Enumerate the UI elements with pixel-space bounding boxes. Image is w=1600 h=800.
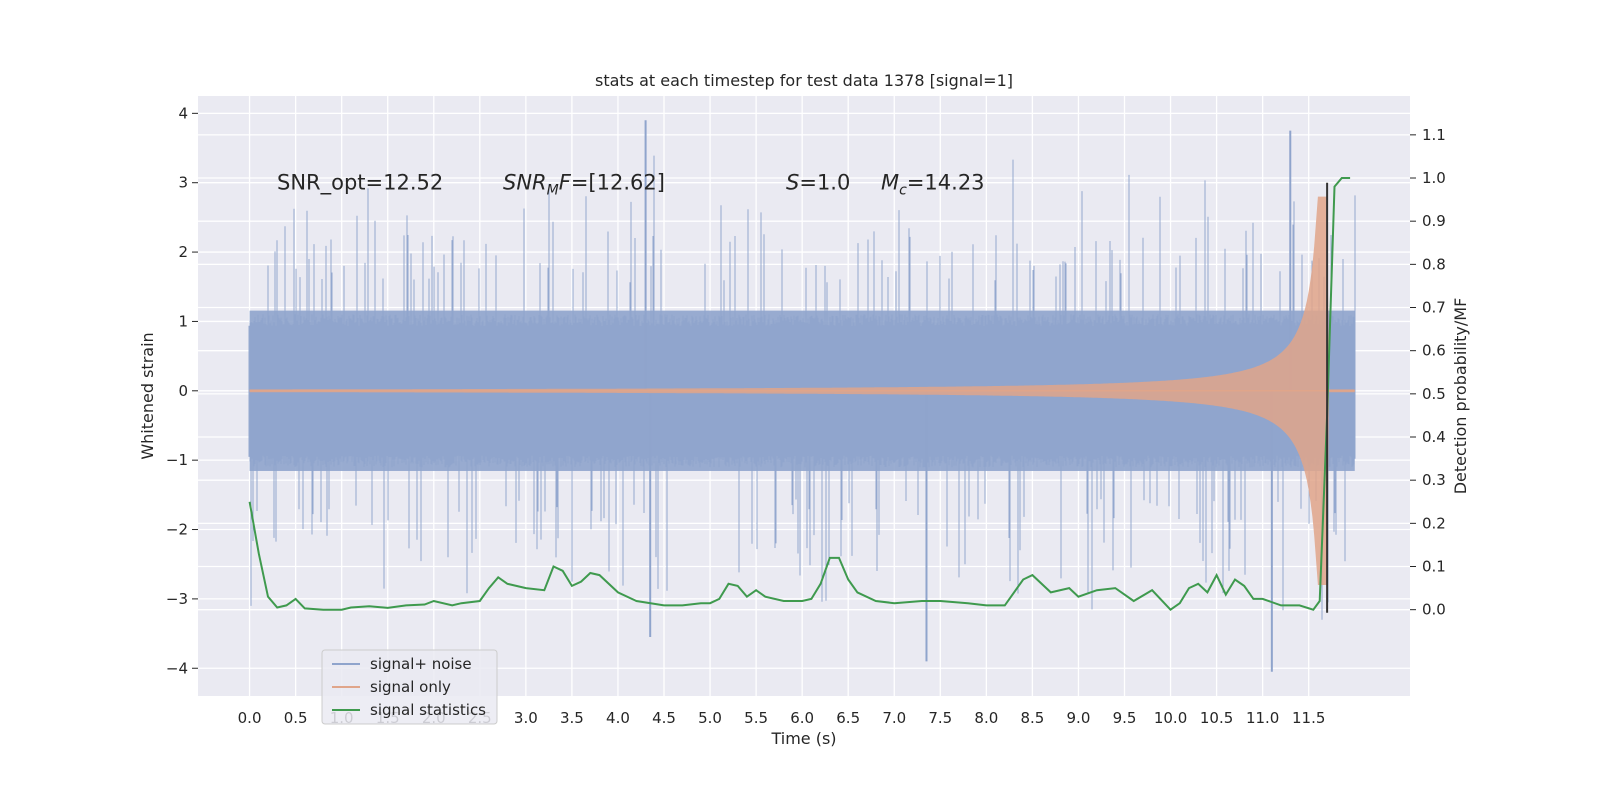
y2-tick-label: 1.1 <box>1422 126 1446 144</box>
x-tick-label: 7.0 <box>882 709 906 727</box>
y-tick-label: 2 <box>178 243 188 261</box>
y2-tick-label: 0.7 <box>1422 299 1446 317</box>
x-tick-label: 3.5 <box>560 709 584 727</box>
legend-label-signal-only: signal only <box>370 678 451 696</box>
x-tick-label: 9.0 <box>1067 709 1091 727</box>
y-tick-label: −3 <box>166 590 188 608</box>
y2-tick-label: 0.2 <box>1422 514 1446 532</box>
snr-mf-symbol-tail: F <box>559 171 572 195</box>
annotation-snr-opt: SNR_opt=12.52 <box>277 171 443 196</box>
legend-box <box>321 649 498 725</box>
y-tick-label: −4 <box>166 659 188 677</box>
legend-label-signal-plus-noise: signal+ noise <box>370 655 472 673</box>
y2-tick-label: 0.8 <box>1422 255 1446 273</box>
y-tick-label: −2 <box>166 521 188 539</box>
x-tick-label: 5.5 <box>744 709 768 727</box>
snr-mf-subscript: M <box>547 183 559 199</box>
x-tick-label: 6.0 <box>790 709 814 727</box>
x-tick-label: 9.5 <box>1113 709 1137 727</box>
y-tick-label: 1 <box>178 312 188 330</box>
snr-mf-value: =[12.62] <box>571 171 665 195</box>
y-axis-ticks: 4 3 2 1 0 −1 −2 −3 −4 <box>166 104 198 677</box>
y2-tick-label: 0.4 <box>1422 428 1446 446</box>
annotation-s: S=1.0 <box>786 171 850 195</box>
x-tick-label: 4.0 <box>606 709 630 727</box>
s-symbol: S <box>786 171 799 195</box>
mc-subscript: c <box>899 183 907 199</box>
mc-symbol: M <box>881 171 899 195</box>
x-tick-label: 0.5 <box>284 709 308 727</box>
y-tick-label: 0 <box>178 382 188 400</box>
signal-statistics-line <box>248 177 1351 612</box>
y2-tick-label: 0.5 <box>1422 385 1446 403</box>
y2-tick-label: 0.1 <box>1422 558 1446 576</box>
x-tick-label: 5.0 <box>698 709 722 727</box>
y-tick-label: 3 <box>178 174 188 192</box>
chart-title: stats at each timestep for test data 137… <box>595 71 1013 90</box>
series-signal-statistics <box>248 177 1351 612</box>
x-tick-label: 3.0 <box>514 709 538 727</box>
x-tick-label: 8.5 <box>1020 709 1044 727</box>
y2-axis-ticks: 1.1 1.0 0.9 0.8 0.7 0.6 0.5 0.4 0.3 0.2 0.1 0.0 <box>1410 126 1446 619</box>
legend: signal+ noise signal only signal statist… <box>321 649 498 725</box>
x-tick-label: 8.0 <box>974 709 998 727</box>
x-tick-label: 10.0 <box>1154 709 1187 727</box>
y2-tick-label: 1.0 <box>1422 169 1446 187</box>
x-axis-label: Time (s) <box>770 729 836 748</box>
y2-tick-label: 0.9 <box>1422 212 1446 230</box>
x-tick-label: 11.5 <box>1292 709 1325 727</box>
y-tick-label: −1 <box>166 451 188 469</box>
y-tick-label: 4 <box>178 104 188 122</box>
x-tick-label: 10.5 <box>1200 709 1233 727</box>
x-tick-label: 6.5 <box>836 709 860 727</box>
x-tick-label: 0.0 <box>238 709 262 727</box>
annotations: SNR_opt=12.52 SNRMF=[12.62] S=1.0 Mc=14.… <box>277 171 985 199</box>
x-tick-label: 11.0 <box>1246 709 1279 727</box>
annotation-mc: Mc=14.23 <box>881 171 985 199</box>
y2-tick-label: 0.3 <box>1422 471 1446 489</box>
y2-tick-label: 0.0 <box>1422 601 1446 619</box>
series-signal-only <box>249 196 1355 585</box>
x-tick-label: 7.5 <box>928 709 952 727</box>
x-tick-label: 4.5 <box>652 709 676 727</box>
legend-label-signal-statistics: signal statistics <box>370 701 486 719</box>
snr-mf-symbol: SNR <box>503 171 547 195</box>
annotation-snr-mf: SNRMF=[12.62] <box>503 171 665 199</box>
mc-value: =14.23 <box>907 171 985 195</box>
y2-axis-label: Detection probability/MF <box>1451 298 1470 495</box>
y-axis-label: Whitened strain <box>138 332 157 459</box>
y2-tick-label: 0.6 <box>1422 342 1446 360</box>
s-value: =1.0 <box>799 171 850 195</box>
